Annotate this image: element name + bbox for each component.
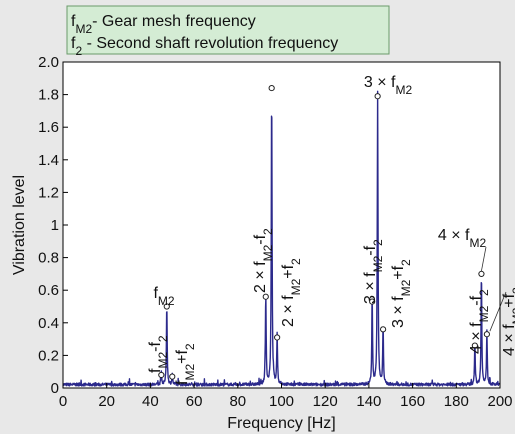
y-tick-label: 2.0 — [38, 54, 59, 71]
peak-annotation: 2 × fM2-f2 — [252, 228, 275, 293]
y-axis-ticks: 0 0.2 0.4 0.6 0.8 1 1.2 1.4 1.6 1.8 2.0 — [38, 54, 68, 397]
peak-marker — [374, 93, 381, 100]
legend-entry: fM2- Gear mesh frequency — [71, 13, 256, 36]
y-tick-label: 0.4 — [38, 315, 59, 332]
peak-marker — [268, 84, 275, 92]
peak-annotation: 4 × fM2-f2 — [468, 289, 491, 354]
peak-annotation: 3 × fM2 — [364, 74, 413, 97]
y-tick-label: 1.2 — [38, 184, 59, 201]
y-tick-label: 0 — [51, 380, 59, 397]
peak-annotation: fM2 — [153, 285, 174, 308]
x-tick-label: 80 — [229, 393, 246, 410]
y-tick-label: 0.8 — [38, 250, 59, 267]
plot-area — [63, 62, 500, 388]
peak-annotation: 4 × fM2+f2 — [501, 287, 515, 356]
x-tick-label: 40 — [142, 393, 159, 410]
x-axis-ticks: 0 20 40 60 80 100 120 140 160 180 200 — [59, 383, 513, 410]
peak-annotation: 3 × fM2+f2 — [390, 259, 413, 328]
peak-marker — [380, 326, 387, 333]
x-tick-label: 20 — [98, 393, 115, 410]
peak-markers — [158, 84, 490, 380]
peak-annotation: fM2-f2 — [147, 335, 170, 373]
peak-marker — [169, 373, 176, 380]
peak-annotation: fM2+f2 — [174, 343, 197, 385]
y-tick-label: 1.6 — [38, 119, 59, 136]
x-tick-label: 180 — [444, 393, 469, 410]
y-tick-label: 1 — [51, 217, 59, 234]
x-tick-label: 200 — [487, 393, 512, 410]
x-tick-label: 60 — [186, 393, 203, 410]
x-tick-label: 140 — [356, 393, 381, 410]
y-tick-label: 0.2 — [38, 347, 59, 364]
y-tick-label: 1.8 — [38, 87, 59, 104]
peak-marker — [262, 293, 269, 300]
y-axis-label: Vibration level — [11, 175, 28, 275]
y-tick-label: 0.6 — [38, 282, 59, 299]
peak-marker — [274, 334, 281, 341]
peak-annotation: 3 × fM2-f2 — [362, 239, 385, 304]
peak-marker — [471, 342, 478, 349]
annotation-leader — [489, 291, 507, 332]
legend-entry: f2 - Second shaft revolution frequency — [71, 35, 338, 58]
peak-marker — [369, 298, 376, 305]
peak-marker — [158, 371, 165, 379]
peak-marker — [163, 303, 170, 310]
x-tick-label: 0 — [59, 393, 67, 410]
x-tick-label: 160 — [400, 393, 425, 410]
x-tick-label: 100 — [269, 393, 294, 410]
x-tick-label: 120 — [313, 393, 338, 410]
peak-marker — [483, 331, 490, 338]
x-axis-label: Frequency [Hz] — [227, 415, 335, 432]
peak-annotation: 2 × fM2+f2 — [280, 258, 303, 327]
legend-background — [66, 5, 390, 55]
y-tick-label: 1.4 — [38, 152, 59, 169]
peak-annotation: 4 × fM2 — [438, 227, 487, 250]
annotation-leader — [481, 246, 487, 271]
peak-marker — [478, 270, 485, 277]
